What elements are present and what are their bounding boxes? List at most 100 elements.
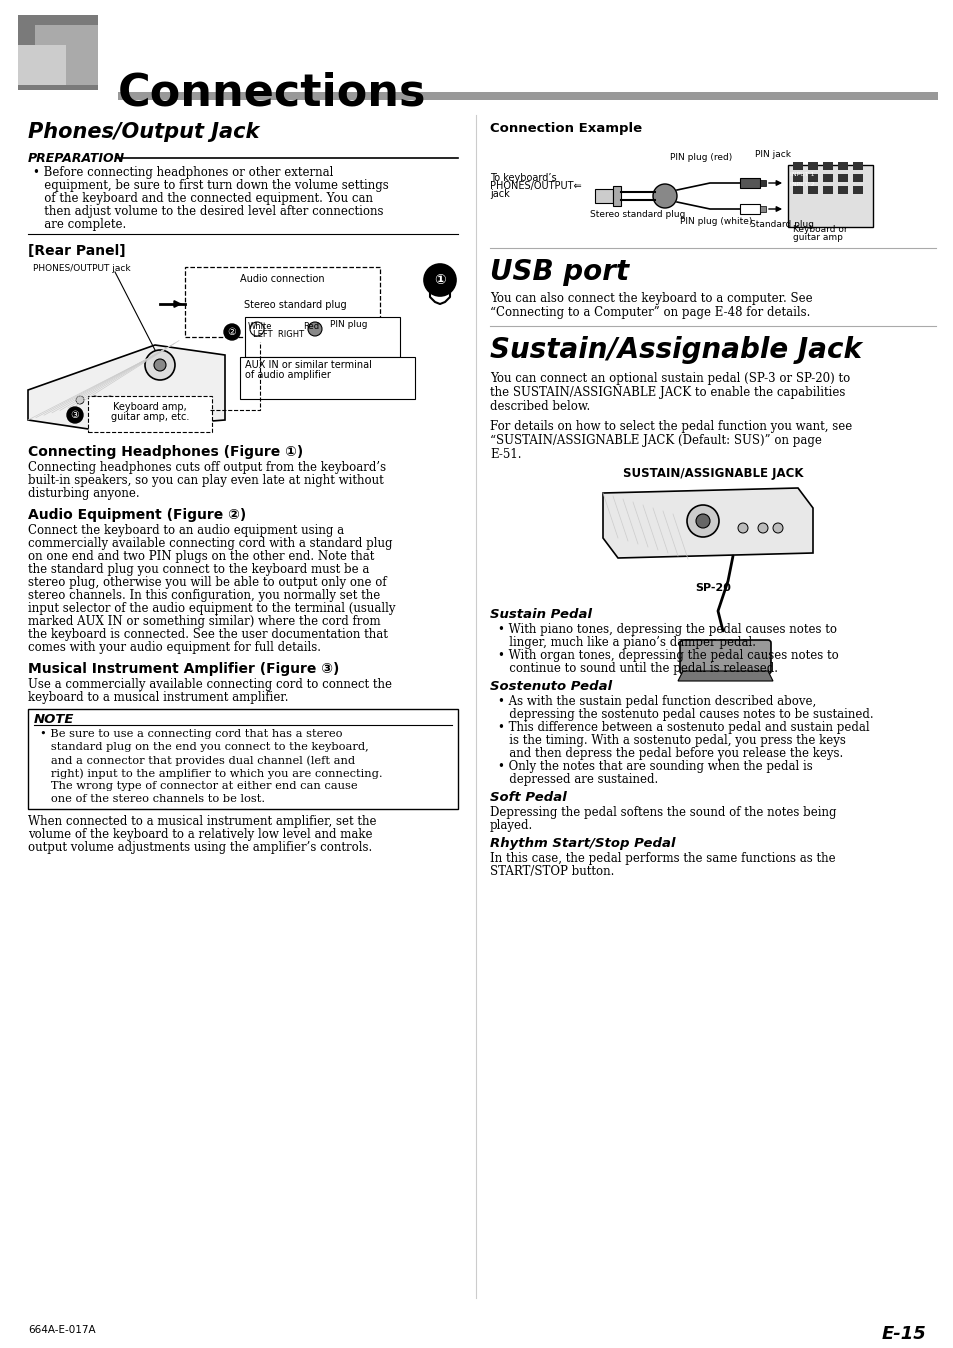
Text: Standard plug: Standard plug — [749, 220, 813, 229]
Text: on one end and two PIN plugs on the other end. Note that: on one end and two PIN plugs on the othe… — [28, 550, 374, 563]
Bar — [837, 186, 847, 194]
Text: When connected to a musical instrument amplifier, set the: When connected to a musical instrument a… — [28, 816, 376, 828]
Text: Rhythm Start/Stop Pedal: Rhythm Start/Stop Pedal — [490, 837, 675, 851]
Text: You can connect an optional sustain pedal (SP-3 or SP-20) to: You can connect an optional sustain peda… — [490, 372, 849, 386]
Text: ③: ③ — [71, 410, 79, 421]
Text: one of the stereo channels to be lost.: one of the stereo channels to be lost. — [40, 794, 265, 803]
Circle shape — [67, 407, 83, 423]
Text: • Before connecting headphones or other external: • Before connecting headphones or other … — [33, 166, 333, 179]
Bar — [18, 15, 98, 90]
Bar — [613, 186, 620, 206]
Bar — [792, 174, 802, 182]
Circle shape — [250, 322, 264, 336]
Bar — [28, 709, 457, 809]
Text: SUSTAIN/ASSIGNABLE JACK: SUSTAIN/ASSIGNABLE JACK — [622, 466, 802, 480]
Text: Stereo standard plug: Stereo standard plug — [589, 210, 684, 218]
Bar — [760, 181, 765, 186]
Text: Connect the keyboard to an audio equipment using a: Connect the keyboard to an audio equipme… — [28, 524, 344, 537]
Text: Connections: Connections — [118, 71, 426, 115]
Text: PHONES/OUTPUT jack: PHONES/OUTPUT jack — [33, 264, 131, 274]
Bar — [852, 186, 862, 194]
Circle shape — [76, 396, 84, 404]
Bar — [852, 174, 862, 182]
Text: ①: ① — [434, 274, 445, 287]
Text: are complete.: are complete. — [33, 218, 126, 231]
Text: SP-20: SP-20 — [695, 582, 730, 593]
Text: [Rear Panel]: [Rear Panel] — [28, 244, 126, 257]
Text: linger, much like a piano’s damper pedal.: linger, much like a piano’s damper pedal… — [497, 636, 755, 648]
Circle shape — [686, 506, 719, 537]
Text: START/STOP button.: START/STOP button. — [490, 865, 614, 878]
Polygon shape — [602, 488, 812, 558]
Text: Audio connection: Audio connection — [239, 274, 324, 284]
Text: jack: jack — [490, 189, 509, 200]
Text: Connecting headphones cuts off output from the keyboard’s: Connecting headphones cuts off output fr… — [28, 461, 386, 474]
Bar — [792, 162, 802, 170]
Bar — [807, 174, 817, 182]
Text: NOTE: NOTE — [34, 713, 74, 727]
Circle shape — [696, 514, 709, 528]
Text: Keyboard amp,: Keyboard amp, — [113, 402, 187, 412]
Text: disturbing anyone.: disturbing anyone. — [28, 487, 139, 500]
Bar — [807, 162, 817, 170]
Text: stereo plug, otherwise you will be able to output only one of: stereo plug, otherwise you will be able … — [28, 576, 386, 589]
Text: Musical Instrument Amplifier (Figure ③): Musical Instrument Amplifier (Figure ③) — [28, 662, 339, 675]
Bar — [240, 357, 415, 399]
Text: • Only the notes that are sounding when the pedal is: • Only the notes that are sounding when … — [497, 760, 812, 772]
Text: depressed are sustained.: depressed are sustained. — [497, 772, 658, 786]
Polygon shape — [28, 345, 225, 430]
Text: PHONES/OUTPUT⇐: PHONES/OUTPUT⇐ — [490, 181, 581, 191]
Text: described below.: described below. — [490, 400, 590, 412]
Text: PREPARATION: PREPARATION — [28, 152, 125, 164]
FancyBboxPatch shape — [679, 640, 770, 674]
Bar — [595, 189, 613, 204]
Bar — [118, 92, 937, 100]
Circle shape — [758, 523, 767, 532]
Text: the standard plug you connect to the keyboard must be a: the standard plug you connect to the key… — [28, 563, 369, 576]
Text: “SUSTAIN/ASSIGNABLE JACK (Default: SUS)” on page: “SUSTAIN/ASSIGNABLE JACK (Default: SUS)”… — [490, 434, 821, 448]
Circle shape — [738, 523, 747, 532]
Text: White: White — [248, 322, 273, 332]
Text: ②: ② — [228, 328, 236, 337]
Text: the SUSTAIN/ASSIGNABLE JACK to enable the capabilities: the SUSTAIN/ASSIGNABLE JACK to enable th… — [490, 386, 844, 399]
Text: LEFT  RIGHT: LEFT RIGHT — [253, 330, 304, 338]
Bar — [792, 186, 802, 194]
FancyBboxPatch shape — [185, 267, 379, 337]
Bar — [837, 162, 847, 170]
Bar — [18, 44, 66, 85]
Text: depressing the sostenuto pedal causes notes to be sustained.: depressing the sostenuto pedal causes no… — [497, 708, 873, 721]
Text: right) input to the amplifier to which you are connecting.: right) input to the amplifier to which y… — [40, 768, 382, 779]
Circle shape — [91, 396, 99, 404]
Text: In this case, the pedal performs the same functions as the: In this case, the pedal performs the sam… — [490, 852, 835, 865]
Circle shape — [423, 264, 456, 297]
Text: Keyboard or: Keyboard or — [792, 225, 846, 235]
Bar — [787, 164, 872, 226]
Text: E-15: E-15 — [881, 1325, 925, 1343]
Text: and a connector that provides dual channel (left and: and a connector that provides dual chann… — [40, 755, 355, 766]
Bar — [245, 317, 399, 357]
Text: • With piano tones, depressing the pedal causes notes to: • With piano tones, depressing the pedal… — [497, 623, 836, 636]
Text: keyboard to a musical instrument amplifier.: keyboard to a musical instrument amplifi… — [28, 692, 288, 704]
Text: PIN plug (white): PIN plug (white) — [679, 217, 752, 226]
Text: and then depress the pedal before you release the keys.: and then depress the pedal before you re… — [497, 747, 842, 760]
Text: • With organ tones, depressing the pedal causes notes to: • With organ tones, depressing the pedal… — [497, 648, 838, 662]
Text: is the timing. With a sostenuto pedal, you press the keys: is the timing. With a sostenuto pedal, y… — [497, 735, 845, 747]
Text: guitar amp, etc.: guitar amp, etc. — [111, 412, 189, 422]
Text: For details on how to select the pedal function you want, see: For details on how to select the pedal f… — [490, 421, 851, 433]
Text: input selector of the audio equipment to the terminal (usually: input selector of the audio equipment to… — [28, 603, 395, 615]
Circle shape — [153, 359, 166, 371]
Text: INPUT 1: INPUT 1 — [789, 173, 814, 177]
Text: • This difference between a sostenuto pedal and sustain pedal: • This difference between a sostenuto pe… — [497, 721, 869, 735]
Text: AUX IN or similar terminal: AUX IN or similar terminal — [245, 360, 372, 369]
Polygon shape — [678, 671, 772, 681]
Text: guitar amp: guitar amp — [792, 233, 842, 243]
Text: PIN plug: PIN plug — [330, 319, 367, 329]
Text: Red: Red — [303, 322, 319, 332]
Text: You can also connect the keyboard to a computer. See: You can also connect the keyboard to a c… — [490, 293, 812, 305]
Text: Audio Equipment (Figure ②): Audio Equipment (Figure ②) — [28, 508, 246, 522]
Circle shape — [224, 324, 240, 340]
Text: • Be sure to use a connecting cord that has a stereo: • Be sure to use a connecting cord that … — [40, 729, 342, 739]
Bar — [822, 186, 832, 194]
Text: of the keyboard and the connected equipment. You can: of the keyboard and the connected equipm… — [33, 191, 373, 205]
Text: 664A-E-017A: 664A-E-017A — [28, 1325, 95, 1335]
